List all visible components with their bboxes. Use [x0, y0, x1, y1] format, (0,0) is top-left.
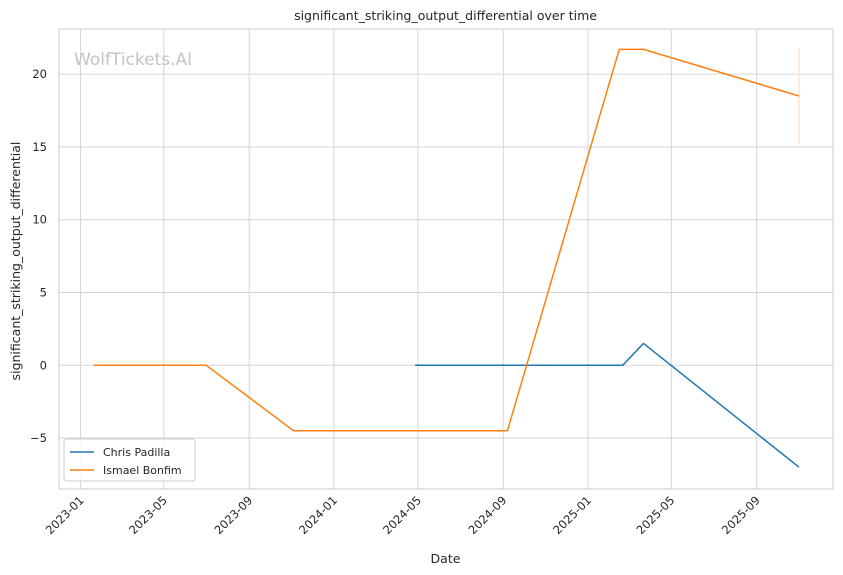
y-tick-label: 20: [32, 67, 47, 81]
y-axis: −5 0 5 10 15 20: [30, 67, 47, 445]
legend-label: Chris Padilla: [103, 446, 170, 459]
x-tick-label: 2024-05: [380, 493, 424, 537]
x-tick-label: 2023-05: [126, 493, 170, 537]
x-tick-label: 2024-01: [296, 493, 340, 537]
series-line-ismael-bonfim: [93, 48, 800, 432]
y-tick-label: 10: [32, 213, 47, 227]
series-line-chris-padilla: [415, 342, 800, 468]
grid: [58, 28, 834, 490]
y-tick-label: 15: [32, 140, 47, 154]
plot-area: [93, 47, 800, 468]
x-tick-label: 2025-05: [633, 493, 677, 537]
y-tick-label: −5: [30, 431, 47, 445]
x-tick-label: 2025-09: [719, 493, 763, 537]
x-tick-label: 2023-01: [43, 493, 87, 537]
x-tick-label: 2024-09: [466, 493, 510, 537]
x-axis-label: Date: [431, 551, 461, 566]
plot-frame: [58, 28, 834, 490]
y-tick-label: 0: [40, 358, 47, 372]
x-tick-label: 2023-09: [211, 493, 255, 537]
x-tick-label: 2025-01: [550, 493, 594, 537]
legend-label: Ismael Bonfim: [103, 464, 182, 477]
y-tick-label: 5: [40, 285, 47, 299]
watermark: WolfTickets.AI: [74, 50, 192, 70]
chart-title: significant_striking_output_differential…: [294, 8, 597, 23]
legend-box: [63, 438, 196, 482]
legend: Chris Padilla Ismael Bonfim: [63, 438, 196, 482]
x-axis: 2023-01 2023-05 2023-09 2024-01 2024-05 2024-…: [43, 493, 763, 537]
y-axis-label: significant_striking_output_differential: [8, 142, 23, 381]
